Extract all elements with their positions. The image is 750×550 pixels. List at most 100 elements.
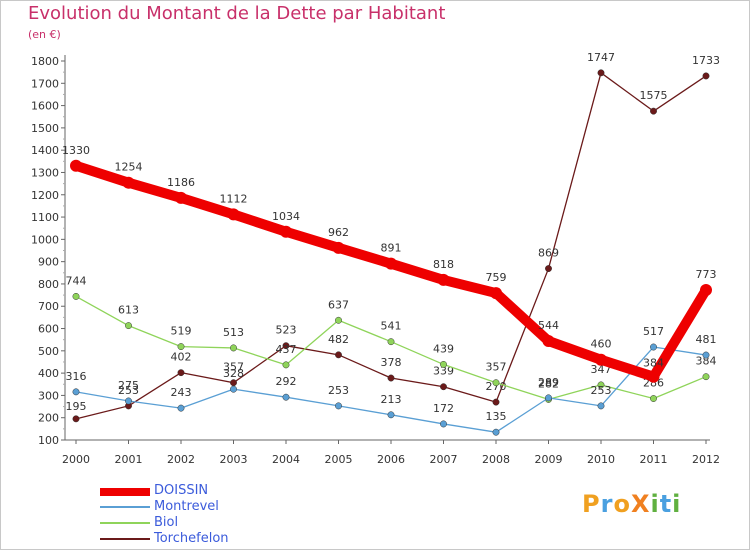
data-point-montrevel	[387, 411, 395, 419]
y-tick-label: 1300	[31, 166, 59, 179]
y-tick-label: 700	[38, 300, 59, 313]
data-label-torchefelon: 402	[171, 351, 192, 364]
data-label-doissin: 1254	[115, 161, 143, 174]
data-label-biol: 513	[223, 326, 244, 339]
x-tick-label: 2012	[692, 453, 720, 466]
y-tick-label: 1600	[31, 100, 59, 113]
data-label-montrevel: 292	[276, 375, 297, 388]
data-point-doissin	[647, 370, 660, 383]
data-label-montrevel: 328	[223, 367, 244, 380]
y-tick-label: 1000	[31, 233, 59, 246]
data-point-biol	[230, 344, 237, 352]
data-point-biol	[177, 343, 185, 351]
data-label-torchefelon: 1733	[692, 54, 720, 67]
x-tick-label: 2002	[167, 453, 195, 466]
data-label-montrevel: 213	[381, 393, 402, 406]
data-label-doissin: 460	[591, 338, 612, 351]
y-tick-label: 500	[38, 345, 59, 358]
data-label-biol: 384	[696, 355, 717, 368]
data-point-biol	[387, 338, 395, 346]
legend-label-montrevel: Montrevel	[154, 499, 219, 514]
logo-letter: i	[650, 490, 660, 518]
data-label-biol: 637	[328, 298, 349, 311]
data-point-montrevel	[72, 388, 80, 396]
data-point-biol	[440, 360, 447, 368]
x-tick-label: 2001	[115, 453, 143, 466]
data-point-torchefelon	[282, 342, 290, 350]
data-point-torchefelon	[72, 415, 80, 423]
data-label-doissin: 818	[433, 258, 454, 271]
data-point-montrevel	[125, 397, 132, 405]
data-label-torchefelon: 357	[223, 361, 244, 374]
data-point-torchefelon	[650, 107, 657, 115]
chart-title: Evolution du Montant de la Dette par Hab…	[28, 3, 446, 24]
y-tick-label: 600	[38, 323, 59, 336]
legend-swatch-biol	[100, 522, 150, 524]
data-point-biol	[282, 361, 290, 369]
data-label-torchefelon: 1575	[640, 89, 668, 102]
data-point-doissin	[227, 208, 240, 221]
data-point-montrevel	[545, 394, 552, 402]
y-tick-label: 1100	[31, 211, 59, 224]
y-tick-label: 200	[38, 412, 59, 425]
data-label-doissin: 1034	[272, 210, 300, 223]
x-tick-label: 2006	[377, 453, 405, 466]
data-label-biol: 613	[118, 304, 139, 317]
data-point-torchefelon	[335, 351, 342, 359]
proxiti-logo: ProXiti	[582, 490, 681, 518]
data-point-biol	[492, 379, 500, 387]
x-tick-label: 2003	[220, 453, 248, 466]
data-label-doissin: 544	[538, 319, 559, 332]
data-point-torchefelon	[230, 379, 237, 387]
x-tick-label: 2008	[482, 453, 510, 466]
logo-letter: i	[672, 490, 682, 518]
logo-letter: r	[600, 490, 614, 518]
data-point-montrevel	[650, 343, 657, 351]
data-label-montrevel: 481	[696, 333, 717, 346]
data-point-montrevel	[282, 393, 290, 401]
data-point-montrevel	[702, 351, 710, 359]
logo-letter: X	[630, 490, 651, 518]
data-point-doissin	[70, 159, 82, 172]
data-label-montrevel: 517	[643, 325, 664, 338]
data-label-doissin: 384	[643, 357, 664, 370]
data-point-doissin	[332, 241, 345, 254]
data-label-torchefelon: 270	[486, 380, 507, 393]
legend-label-biol: Biol	[154, 515, 179, 530]
legend-label-torchefelon: Torchefelon	[154, 531, 229, 546]
data-point-montrevel	[597, 402, 605, 410]
y-tick-label: 900	[38, 256, 59, 269]
data-label-torchefelon: 253	[118, 384, 139, 397]
x-tick-label: 2011	[640, 453, 668, 466]
data-label-biol: 541	[381, 320, 402, 333]
x-tick-label: 2000	[62, 453, 90, 466]
data-point-torchefelon	[702, 72, 710, 80]
data-label-montrevel: 243	[171, 386, 192, 399]
y-tick-label: 1700	[31, 77, 59, 90]
data-label-biol: 439	[433, 342, 454, 355]
data-label-biol: 357	[486, 361, 507, 374]
y-tick-label: 300	[38, 389, 59, 402]
data-point-doissin	[595, 353, 607, 366]
data-point-biol	[702, 373, 710, 381]
data-label-torchefelon: 482	[328, 333, 349, 346]
y-tick-label: 1500	[31, 122, 59, 135]
data-point-biol	[125, 322, 132, 330]
data-point-doissin	[175, 191, 187, 204]
legend-swatch-montrevel	[100, 506, 150, 508]
y-tick-label: 1200	[31, 189, 59, 202]
data-label-torchefelon: 523	[276, 324, 297, 337]
legend-swatch-doissin	[100, 488, 150, 496]
chart-subtitle: (en €)	[28, 28, 61, 41]
data-label-doissin: 962	[328, 226, 349, 239]
data-point-montrevel	[230, 385, 237, 393]
data-point-doissin	[700, 283, 712, 296]
series-line-biol	[75, 295, 707, 401]
x-tick-label: 2010	[587, 453, 615, 466]
data-point-doissin	[280, 225, 292, 238]
legend-label-doissin: DOISSIN	[154, 483, 209, 498]
data-point-torchefelon	[492, 398, 500, 406]
data-label-biol: 744	[66, 274, 87, 287]
y-tick-label: 400	[38, 367, 59, 380]
